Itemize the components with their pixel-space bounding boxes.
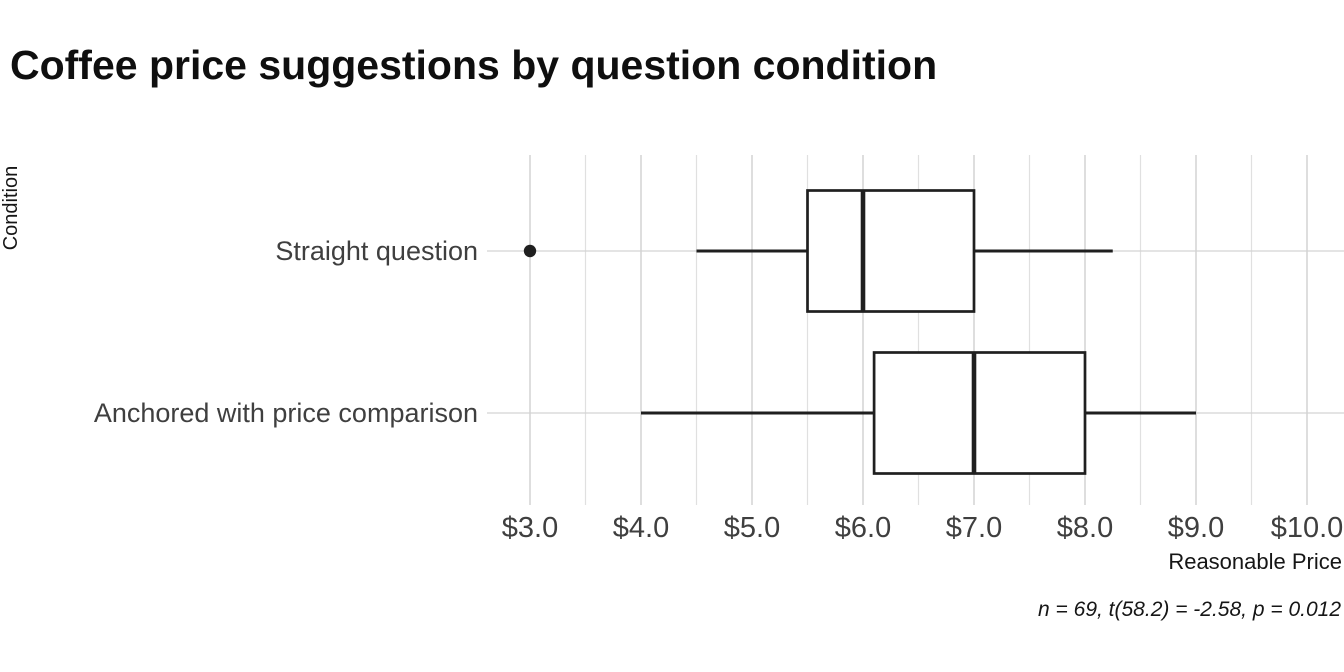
category-label: Straight question (275, 236, 478, 266)
x-tick-label: $8.0 (1056, 512, 1114, 544)
x-tick-label: $9.0 (1167, 512, 1225, 544)
x-tick-label: $7.0 (945, 512, 1003, 544)
x-tick-label: $3.0 (501, 512, 559, 544)
x-tick-label: $6.0 (834, 512, 892, 544)
iqr-box (872, 351, 1087, 475)
x-tick-label: $5.0 (723, 512, 781, 544)
x-axis-title: Reasonable Price (1168, 549, 1342, 574)
x-tick-label: $4.0 (612, 512, 670, 544)
stats-caption: n = 69, t(58.2) = -2.58, p = 0.012 (1038, 598, 1341, 621)
category-label: Anchored with price comparison (93, 398, 478, 428)
x-tick-label: $10.0 (1270, 512, 1344, 544)
iqr-box (806, 189, 976, 313)
y-axis-title: Condition (0, 165, 22, 251)
chart-title: Coffee price suggestions by question con… (10, 42, 938, 88)
outlier-point (523, 244, 537, 258)
